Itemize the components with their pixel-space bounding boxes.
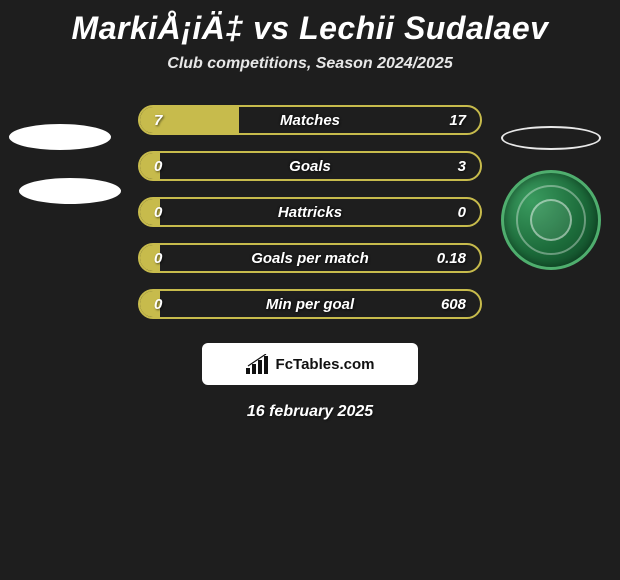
stat-right-value: 608: [441, 296, 466, 313]
stat-right-value: 3: [458, 158, 466, 175]
stat-bar: 0Goals per match0.18: [138, 243, 482, 273]
stat-bar: 0Goals3: [138, 151, 482, 181]
stat-row: 0Hattricks0: [0, 189, 620, 235]
logo-text: FcTables.com: [276, 356, 375, 373]
stat-label: Hattricks: [140, 204, 480, 221]
stat-row: 0Goals3: [0, 143, 620, 189]
stat-label: Matches: [140, 112, 480, 129]
subtitle: Club competitions, Season 2024/2025: [0, 55, 620, 97]
stat-label: Goals: [140, 158, 480, 175]
stat-bar: 0Hattricks0: [138, 197, 482, 227]
page-title: MarkiÅ¡iÄ‡ vs Lechii Sudalaev: [0, 0, 620, 55]
stat-label: Min per goal: [140, 296, 480, 313]
stat-rows: 7Matches170Goals30Hattricks00Goals per m…: [0, 97, 620, 327]
bars-icon: [246, 354, 270, 374]
stat-row: 0Min per goal608: [0, 281, 620, 327]
stat-row: 7Matches17: [0, 97, 620, 143]
stat-right-value: 0: [458, 204, 466, 221]
stat-right-value: 0.18: [437, 250, 466, 267]
stat-bar: 7Matches17: [138, 105, 482, 135]
date-text: 16 february 2025: [0, 403, 620, 421]
source-logo: FcTables.com: [202, 343, 418, 385]
stat-right-value: 17: [449, 112, 466, 129]
stat-label: Goals per match: [140, 250, 480, 267]
stat-bar: 0Min per goal608: [138, 289, 482, 319]
stat-row: 0Goals per match0.18: [0, 235, 620, 281]
